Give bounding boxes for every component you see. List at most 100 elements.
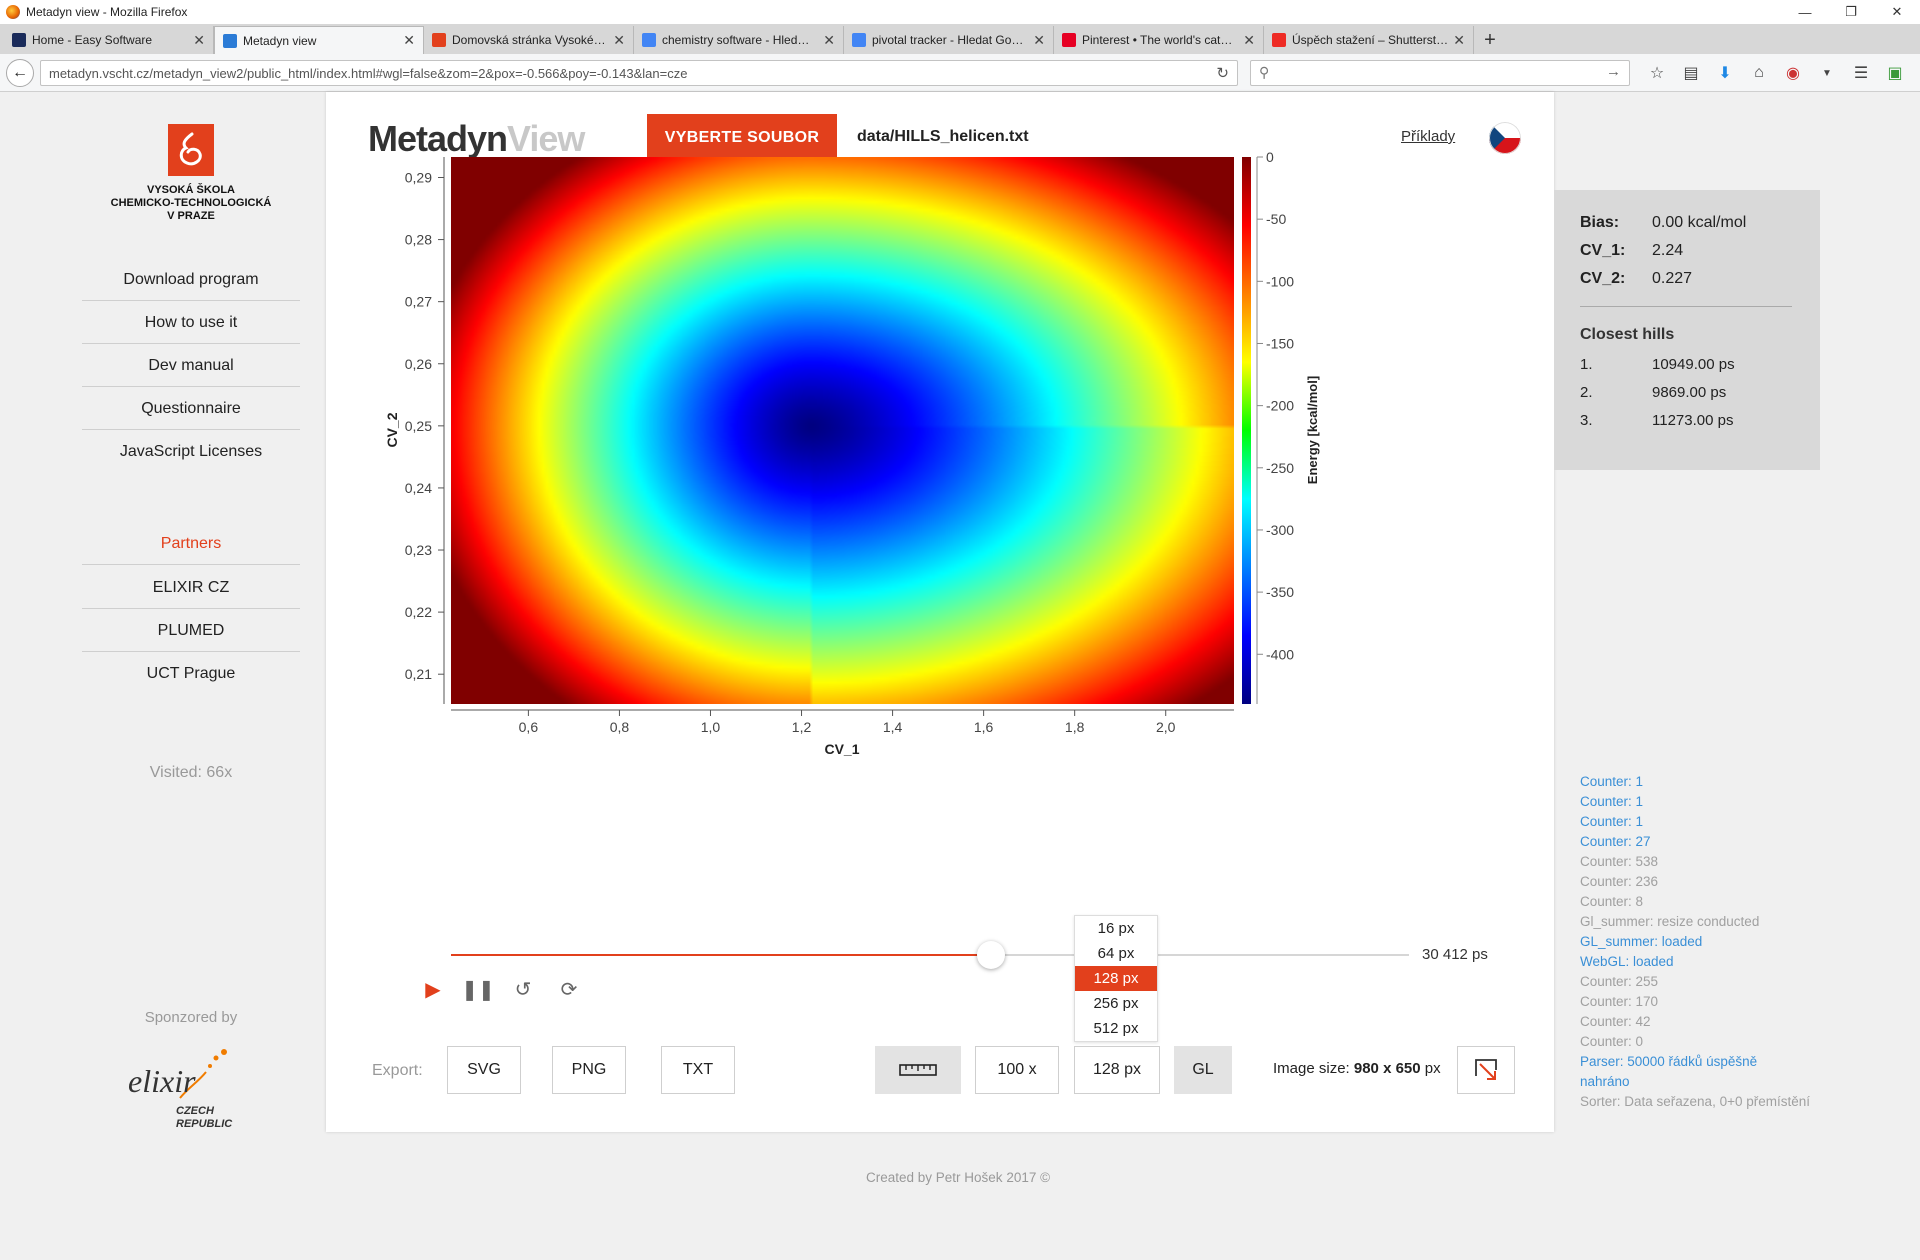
dropdown-icon[interactable]: ▼ [1822,67,1832,79]
close-tab-icon[interactable]: ✕ [1243,31,1255,48]
y-tick-label: 0,27 [405,294,432,310]
address-bar[interactable]: i metadyn.vscht.cz/metadyn_view2/public_… [40,60,1611,267]
hill-rank: 1. [1580,356,1593,373]
resize-button[interactable] [1457,1046,1515,1094]
resolution-option-512[interactable]: 512 px [1093,1020,1139,1037]
bookmark-star-icon[interactable]: ☆ [1649,65,1665,82]
close-tab-icon[interactable]: ✕ [823,31,835,48]
cv1-value: 2.24 [1652,242,1684,259]
export-svg-button[interactable]: SVG [447,1046,521,1094]
close-window-icon[interactable]: ✕ [1891,4,1903,19]
log-line: Counter: 538 [1580,854,1659,869]
close-tab-icon[interactable]: ✕ [1453,31,1465,48]
new-tab-button[interactable]: + [1484,28,1496,51]
elixir-word: elixir [128,1063,196,1099]
back-icon[interactable]: ← [6,58,34,87]
time-slider[interactable] [451,941,1409,969]
tab-strip: Home - Easy Software ✕ Metadyn view ✕ Domo… [0,24,1920,54]
resolution-option-64[interactable]: 64 px [1097,945,1135,962]
brand-part-1: Metadyn [368,118,508,159]
x-tick-label: 0,6 [519,719,539,735]
ruler-button[interactable] [875,1046,961,1094]
sidebar-item-how-to-use-it[interactable]: How to use it [82,301,300,344]
sponsored-label: Sponzored by [144,1009,238,1026]
resolution-option-256[interactable]: 256 px [1093,995,1139,1012]
close-tab-icon[interactable]: ✕ [1033,31,1045,48]
heatmap-image[interactable] [451,157,1234,704]
close-tab-icon[interactable]: ✕ [193,31,205,48]
tab-label: Domovská stránka Vysoké… [452,33,606,47]
sidebar-item-dev-manual[interactable]: Dev manual [82,344,300,387]
tab-favicon [223,33,237,48]
elixir-czech-logo[interactable]: elixir CZECH REPUBLIC [128,1042,258,1132]
examples-link[interactable]: Příklady [1401,128,1456,145]
export-png-button[interactable]: PNG [552,1046,626,1094]
czech-flag-icon[interactable] [1489,122,1521,154]
minimize-icon[interactable]: — [1798,4,1812,20]
resolution-option-16[interactable]: 16 px [1097,920,1135,937]
zoom-button[interactable]: 100 x [975,1046,1059,1094]
close-tab-icon[interactable]: ✕ [613,31,625,48]
sidebar-menu: Download program How to use it Dev manua… [82,258,300,473]
rewind-icon[interactable]: ↺ [514,978,532,1001]
cv1-label: CV_1: [1580,242,1626,259]
menu-icon[interactable]: ☰ [1853,65,1869,82]
sidebar-item-questionnaire[interactable]: Questionnaire [82,387,300,430]
log-line: Counter: 170 [1580,994,1659,1009]
cv1-row: CV_1: 2.24 [1580,242,1683,260]
info-panel: Bias: 0.00 kcal/mol CV_1: 2.24 CV_2: 0.227 … [1554,190,1820,470]
time-slider-handle[interactable] [977,941,1006,969]
image-size-label: Image size: [1273,1060,1350,1077]
addon-icon[interactable]: ◉ [1786,65,1800,82]
resolution-button[interactable]: 128 px [1074,1046,1160,1094]
search-go-icon[interactable]: → [1606,63,1621,80]
downloads-icon[interactable]: ⬇ [1718,65,1732,82]
choose-file-button[interactable]: VYBERTE SOUBOR [647,114,837,162]
close-tab-icon[interactable]: ✕ [403,32,415,48]
resolution-dropdown: 16 px 64 px 128 px 256 px 512 px [1074,915,1158,1042]
tab-1[interactable]: Metadyn view ✕ [214,26,424,54]
extension-icon[interactable]: ▣ [1887,65,1903,82]
image-size-value: 980 x 650 [1353,1060,1421,1077]
colorbar-tick-label: -100 [1266,273,1294,289]
tab-3[interactable]: chemistry software - Hled… ✕ [634,26,844,54]
colorbar-tick-label: 0 [1266,149,1274,165]
sidebar-item-elixir-cz[interactable]: ELIXIR CZ [82,566,300,609]
tab-5[interactable]: Pinterest • The world's cat… ✕ [1054,26,1264,54]
tab-0[interactable]: Home - Easy Software ✕ [4,26,214,54]
gl-toggle-button[interactable]: GL [1174,1046,1232,1094]
pause-icon[interactable]: ❚❚ [461,978,495,1001]
tab-4[interactable]: pivotal tracker - Hledat Go… ✕ [844,26,1054,54]
export-txt-button[interactable]: TXT [661,1046,735,1094]
resolution-option-128[interactable]: 128 px [1075,966,1157,991]
reading-list-icon[interactable]: ▤ [1683,65,1699,82]
hill-time: 9869.00 ps [1652,384,1727,401]
tab-2[interactable]: Domovská stránka Vysoké… ✕ [424,26,634,54]
free-energy-chart[interactable]: 0,6 0,8 1,0 1,2 1,4 1,6 1,8 2,0 0,210,220,230,2… [326,92,1554,932]
search-bar[interactable]: ⚲ → [1250,60,1630,86]
tab-favicon [1272,33,1286,47]
y-axis-title: CV_2 [384,412,400,447]
tab-6[interactable]: Úspěch stažení – Shutterst… ✕ [1264,26,1474,54]
y-tick-label: 0,21 [405,666,432,682]
reload-icon[interactable]: ↻ [1216,65,1229,82]
sidebar-item-javascript-licenses[interactable]: JavaScript Licenses [119,443,263,460]
sidebar-item-download-program[interactable]: Download program [82,258,300,301]
tab-label: Úspěch stažení – Shutterst… [1292,33,1448,47]
school-line: V PRAZE [167,210,215,222]
colorbar-tick-label: -350 [1266,584,1294,600]
ruler-icon [899,1064,937,1076]
sidebar-item-uct-prague[interactable]: UCT Prague [146,665,236,682]
x-tick-label: 1,4 [883,719,903,735]
vscht-logo[interactable] [168,124,214,176]
home-icon[interactable]: ⌂ [1754,64,1764,81]
window-titlebar: Metadyn view - Mozilla Firefox — ❐ ✕ [0,0,1920,24]
sidebar-item-plumed[interactable]: PLUMED [82,609,300,652]
sidebar: VYSOKÁ ŠKOLA CHEMICKO-TECHNOLOGICKÁ V PR… [82,92,300,1260]
loop-icon[interactable]: ⟳ [560,978,578,1001]
tab-favicon [642,33,656,47]
play-icon[interactable]: ▶ [425,978,441,1001]
tab-favicon [12,33,26,47]
restore-icon[interactable]: ❐ [1845,4,1857,19]
tab-label: chemistry software - Hled… [662,33,810,47]
